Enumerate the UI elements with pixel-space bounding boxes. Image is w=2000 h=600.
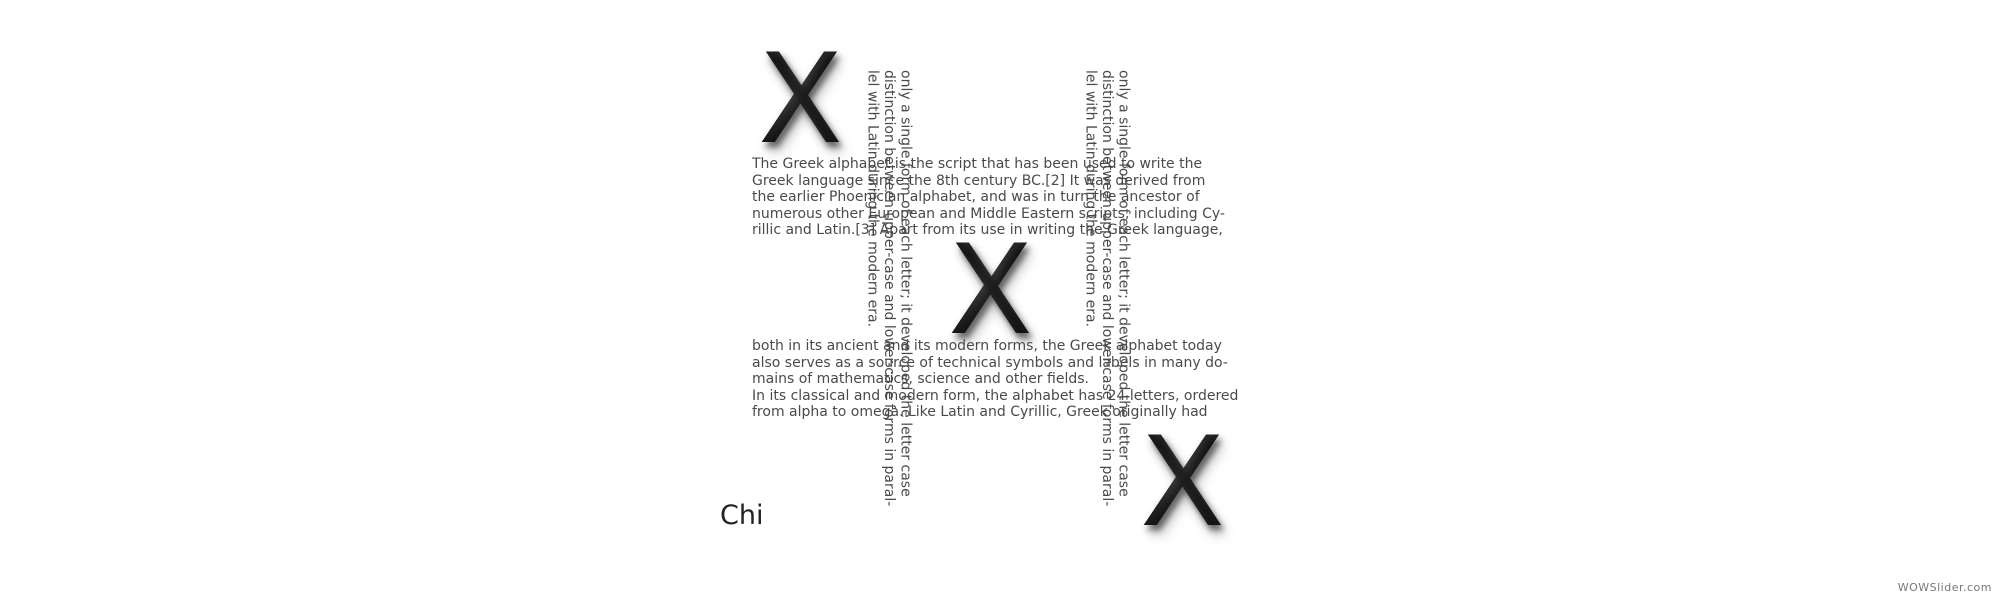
paragraph-line: numerous other European and Middle Easte… [752,205,1225,222]
paragraph-line: rillic and Latin.[3] Apart from its use … [752,222,1223,238]
paragraph-line: mains of mathematics, science and other … [752,371,1089,387]
paragraph-line: also serves as a source of technical sym… [752,354,1228,371]
vertical-text-left: only a single form of each letter; it de… [864,70,914,507]
wowslider-watermark-link[interactable]: WOWSlider.com [1897,581,1992,594]
vertical-line: distinction between upper-case and lower… [1099,70,1115,507]
paragraph-line: In its classical and modern form, the al… [752,387,1239,404]
vertical-line: lel with Latin during the modern era. [1082,70,1099,328]
paragraph-line: The Greek alphabet is the script that ha… [752,156,1203,172]
paragraph-line: the earlier Phoenician alphabet, and was… [752,189,1200,205]
paragraph-line: Greek language since the 8th century BC.… [752,172,1206,189]
chi-letter-bottom: X [1140,411,1225,555]
vertical-line: lel with Latin during the modern era. [864,70,881,328]
paragraph-bottom: both in its ancient and its modern forms… [752,338,1242,421]
slide-caption: Chi [720,500,764,531]
chi-letter-middle: X [948,219,1033,363]
paragraph-line: from alpha to omega. Like Latin and Cyri… [752,404,1208,420]
chi-letter-top: X [758,28,843,172]
paragraph-line: both in its ancient and its modern forms… [752,338,1222,354]
vertical-line: only a single form of each letter; it de… [1115,70,1132,497]
paragraph-top: The Greek alphabet is the script that ha… [752,156,1242,239]
vertical-text-right: only a single form of each letter; it de… [1082,70,1132,507]
vertical-line: only a single form of each letter; it de… [897,70,914,497]
vertical-line: distinction between upper-case and lower… [881,70,897,507]
